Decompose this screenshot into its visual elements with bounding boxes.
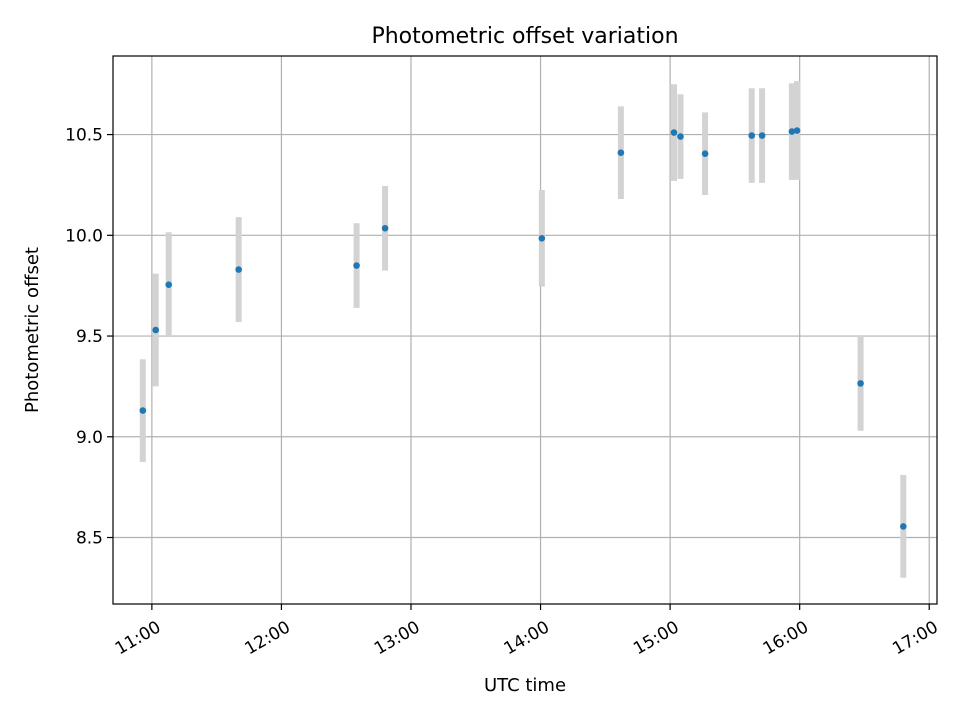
data-point (857, 380, 864, 387)
data-point (381, 224, 389, 232)
y-tick-label: 9.0 (76, 428, 103, 448)
data-point (900, 523, 907, 530)
data-point (788, 128, 796, 135)
data-point (701, 150, 709, 158)
data-point (677, 133, 684, 140)
chart-title: Photometric offset variation (371, 24, 678, 49)
x-axis-label: UTC time (484, 675, 566, 696)
data-point (235, 266, 242, 273)
y-axis-ticks: 8.5 9.0 9.5 10.0 10.5 (65, 126, 113, 549)
grid-lines (113, 56, 937, 604)
data-points (139, 127, 907, 530)
y-tick-label: 8.5 (76, 529, 103, 549)
y-axis-label: Photometric offset (22, 247, 43, 413)
data-point (758, 132, 766, 139)
data-point (793, 127, 801, 134)
y-tick-label: 10.5 (65, 126, 103, 146)
data-point (670, 129, 678, 136)
data-point (538, 235, 546, 242)
data-point (617, 149, 625, 157)
data-point (748, 132, 756, 139)
data-point (353, 262, 360, 269)
y-tick-label: 10.0 (65, 226, 103, 246)
data-point (139, 407, 147, 414)
plot-frame (112, 55, 938, 605)
y-tick-label: 9.5 (76, 327, 103, 347)
data-point (152, 326, 160, 334)
data-point (165, 281, 173, 288)
